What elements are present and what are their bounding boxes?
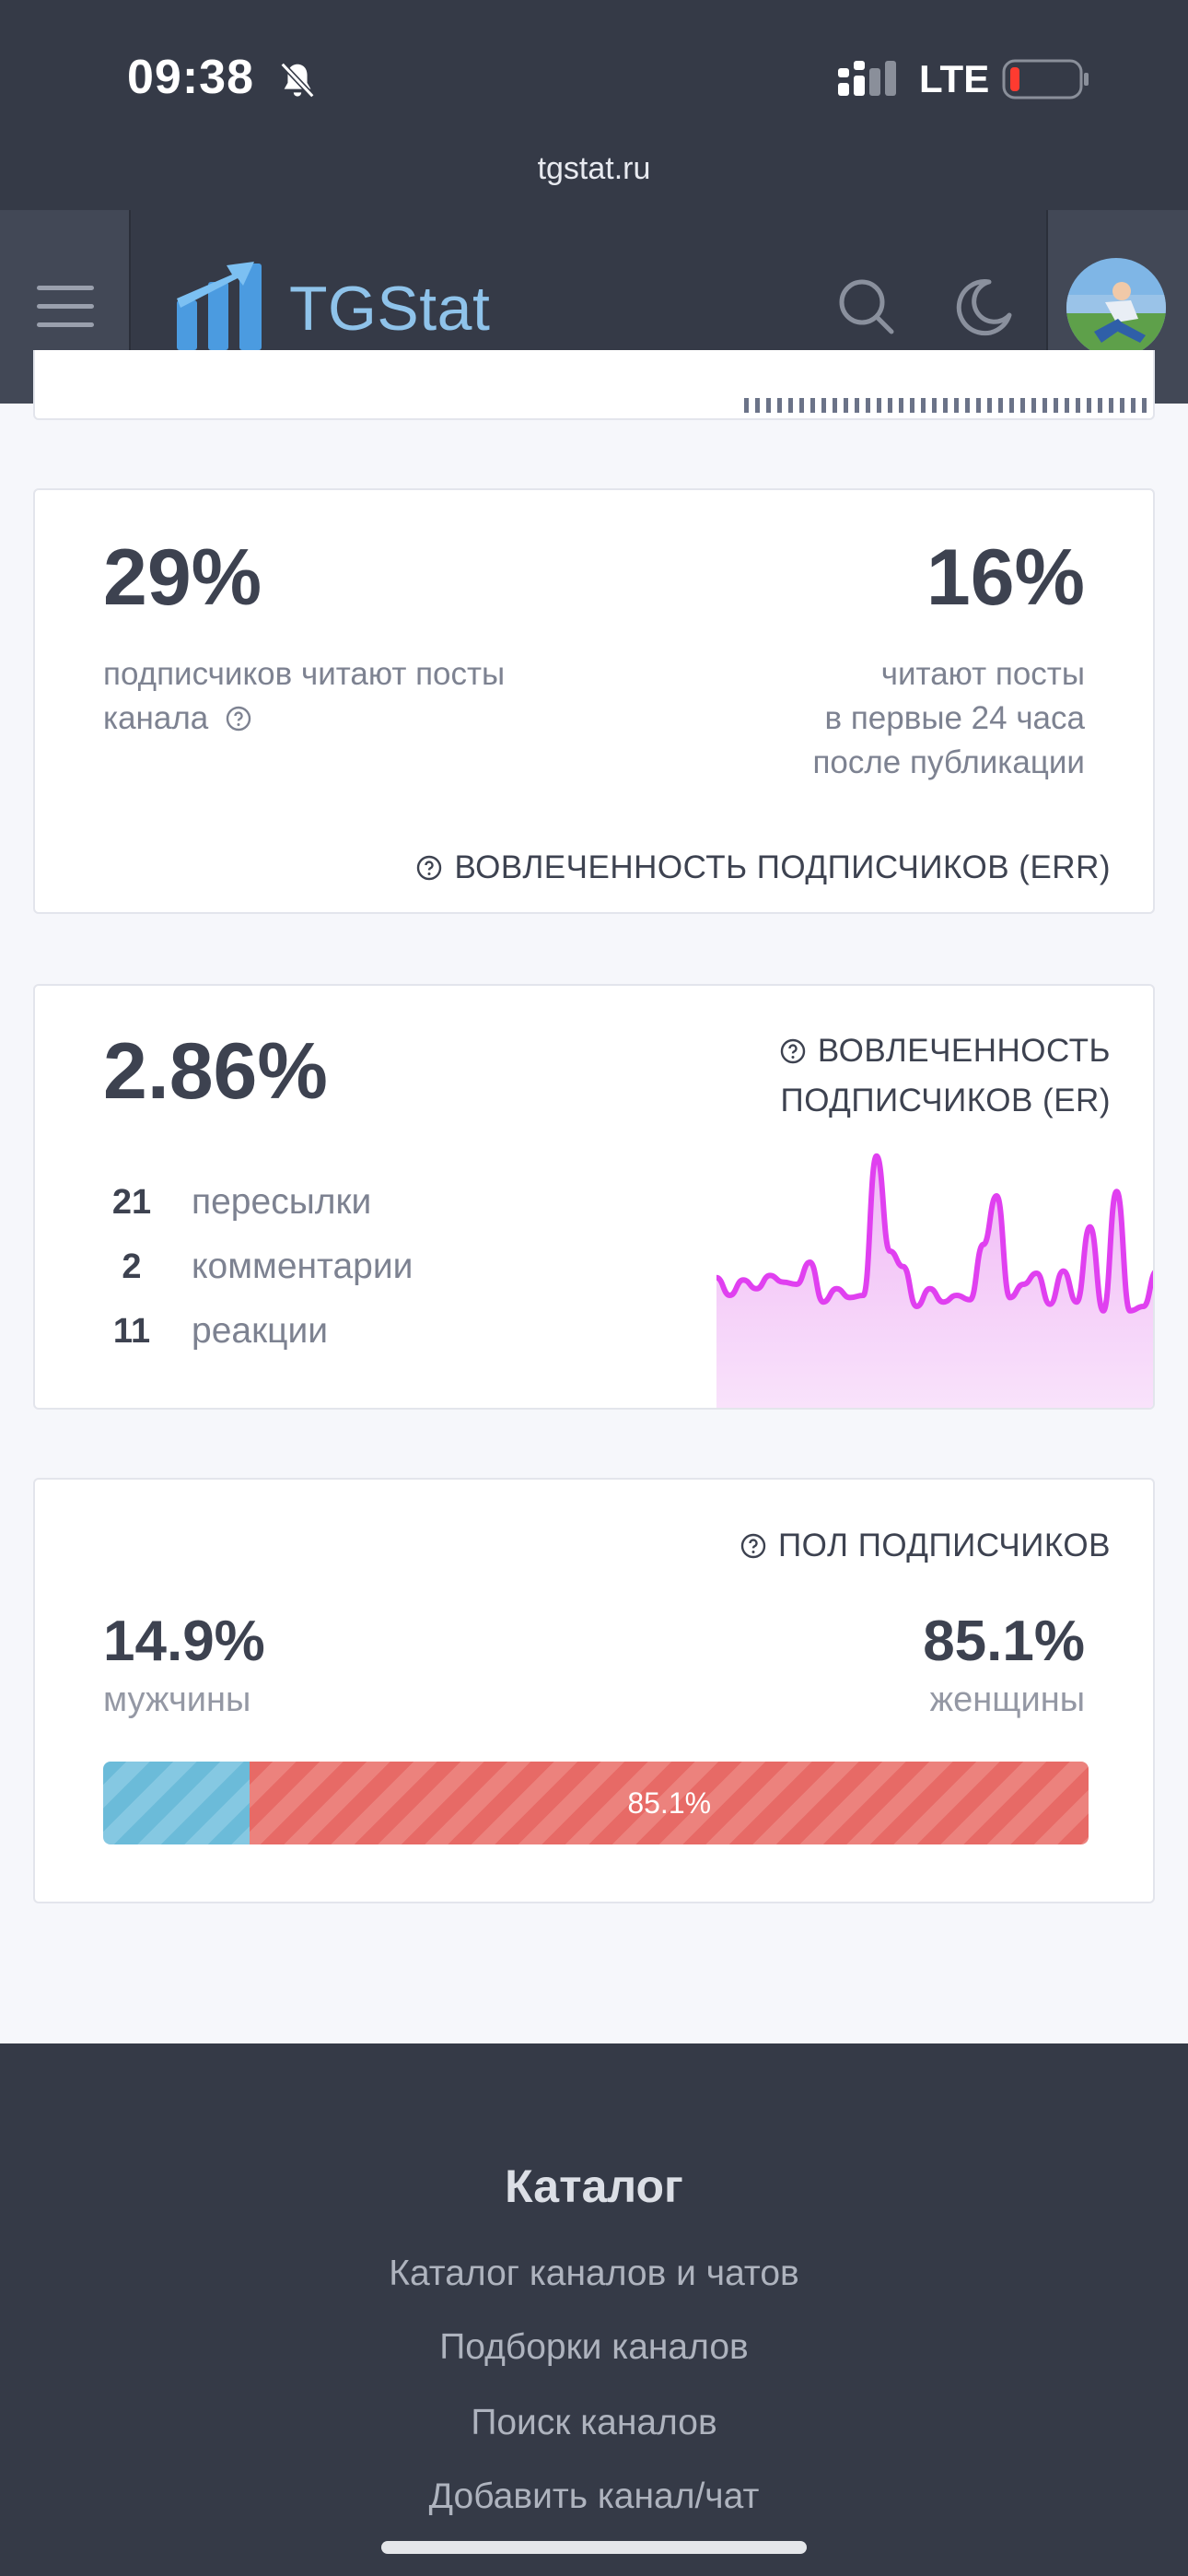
post-reach-card: 29% подписчиков читают посты канала 16% … bbox=[33, 488, 1155, 914]
battery-low-icon bbox=[1002, 59, 1089, 100]
male-label: мужчины bbox=[103, 1680, 251, 1719]
stat-number: 21 bbox=[111, 1182, 152, 1222]
hamburger-icon-line bbox=[37, 304, 94, 309]
stat-label: комментарии bbox=[192, 1247, 413, 1286]
stat-forwards: 21 пересылки bbox=[105, 1170, 413, 1235]
subscribers-reading-label: подписчиков читают посты канала bbox=[103, 656, 506, 736]
er-value: 2.86% bbox=[103, 1027, 328, 1116]
tgstat-logo-icon[interactable] bbox=[177, 262, 269, 350]
stat-comments: 2 комментарии bbox=[105, 1235, 413, 1299]
previous-card-bottom bbox=[33, 350, 1155, 420]
gender-ratio-bar: 85.1% bbox=[103, 1762, 1089, 1844]
sparkline-line bbox=[716, 1153, 1153, 1314]
female-label: женщины bbox=[929, 1680, 1085, 1719]
footer-title: Каталог bbox=[505, 2160, 683, 2212]
sparkline-area bbox=[716, 1155, 1153, 1408]
status-bar: 09:38 LTE tgstat.ru bbox=[0, 0, 1188, 210]
subscribers-reading-value: 29% bbox=[103, 533, 262, 622]
female-segment: 85.1% bbox=[250, 1762, 1089, 1844]
read-in-24h-label: читают посты в первые 24 часа после публ… bbox=[812, 656, 1085, 780]
footer-link-collections[interactable]: Подборки каналов bbox=[439, 2327, 749, 2367]
stat-number: 2 bbox=[122, 1247, 142, 1286]
search-icon[interactable] bbox=[834, 275, 897, 337]
footer-link-search[interactable]: Поиск каналов bbox=[471, 2403, 717, 2442]
question-help-icon[interactable] bbox=[225, 705, 252, 732]
avatar[interactable] bbox=[1066, 258, 1166, 357]
mini-bar-chart bbox=[744, 398, 1153, 413]
read-in-24h-value: 16% bbox=[926, 533, 1085, 622]
female-bar-label: 85.1% bbox=[627, 1786, 712, 1820]
footer-link-add-channel[interactable]: Добавить канал/чат bbox=[428, 2476, 760, 2516]
gender-title[interactable]: ПОЛ ПОДПИСЧИКОВ bbox=[740, 1528, 1111, 1564]
brand-name[interactable]: TGStat bbox=[289, 274, 491, 344]
er-sparkline bbox=[716, 1153, 1153, 1408]
male-value: 14.9% bbox=[103, 1610, 265, 1673]
err-label[interactable]: ВОВЛЕЧЕННОСТЬ ПОДПИСЧИКОВ (ERR) bbox=[415, 849, 1111, 886]
site-footer: Каталог Каталог каналов и чатов Подборки… bbox=[0, 2043, 1188, 2576]
bell-muted-icon bbox=[280, 62, 315, 99]
browser-url[interactable]: tgstat.ru bbox=[537, 151, 651, 186]
hamburger-icon-line bbox=[37, 286, 94, 290]
er-title[interactable]: ВОВЛЕЧЕННОСТЬ ПОДПИСЧИКОВ (ER) bbox=[779, 1033, 1111, 1118]
stat-label: реакции bbox=[192, 1311, 329, 1351]
stat-label: пересылки bbox=[192, 1182, 372, 1222]
footer-link-catalog[interactable]: Каталог каналов и чатов bbox=[389, 2254, 799, 2293]
dark-mode-moon-icon[interactable] bbox=[954, 276, 1015, 337]
network-type: LTE bbox=[919, 57, 990, 100]
status-time: 09:38 bbox=[127, 51, 254, 104]
question-help-icon[interactable] bbox=[740, 1532, 767, 1560]
hamburger-icon-line bbox=[37, 322, 94, 327]
cellular-signal-icon bbox=[838, 61, 896, 96]
engagement-rate-card: 2.86% ВОВЛЕЧЕННОСТЬ ПОДПИСЧИКОВ (ER) 21 … bbox=[33, 984, 1155, 1410]
gender-card: ПОЛ ПОДПИСЧИКОВ 14.9% мужчины 85.1% женщ… bbox=[33, 1478, 1155, 1903]
question-help-icon[interactable] bbox=[415, 854, 443, 882]
stat-number: 11 bbox=[112, 1311, 151, 1351]
male-segment bbox=[103, 1762, 250, 1844]
home-indicator[interactable] bbox=[381, 2541, 807, 2554]
question-help-icon[interactable] bbox=[779, 1037, 807, 1065]
stat-reactions: 11 реакции bbox=[105, 1299, 413, 1364]
female-value: 85.1% bbox=[923, 1610, 1085, 1673]
engagement-stats: 21 пересылки 2 комментарии 11 реакции bbox=[105, 1170, 413, 1364]
